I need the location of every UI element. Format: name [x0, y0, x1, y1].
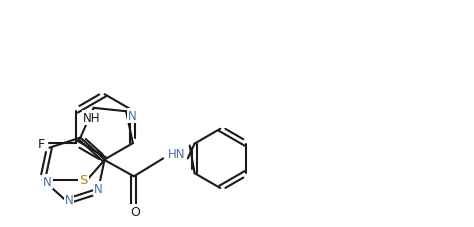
Text: N: N: [93, 182, 102, 195]
Text: S: S: [79, 173, 88, 186]
Text: F: F: [38, 137, 46, 150]
Text: N: N: [43, 175, 52, 188]
Text: O: O: [130, 205, 140, 218]
Text: N: N: [128, 109, 137, 122]
Text: HN: HN: [168, 147, 186, 160]
Text: N: N: [64, 193, 73, 206]
Text: NH: NH: [83, 112, 100, 125]
